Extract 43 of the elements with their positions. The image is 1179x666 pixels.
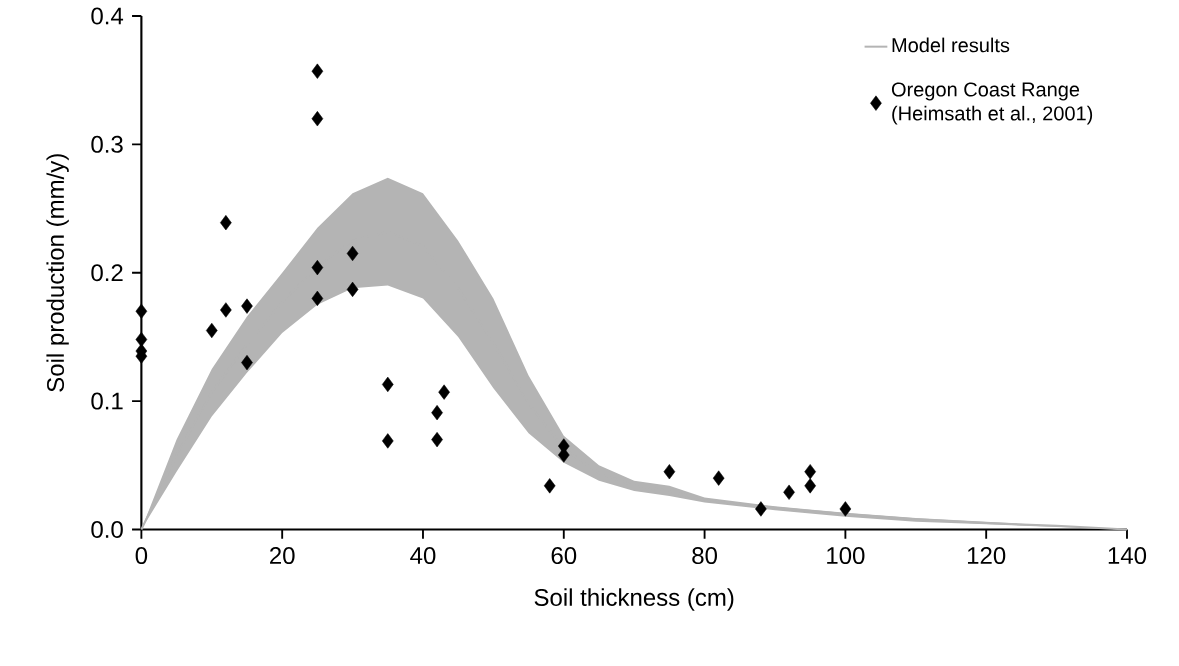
x-tick-label: 120 <box>967 547 1006 565</box>
point <box>220 215 232 231</box>
point <box>839 501 852 517</box>
point <box>755 501 767 517</box>
point <box>311 111 324 127</box>
x-axis-title: Soil thickness (cm) <box>534 588 734 611</box>
point <box>311 63 324 80</box>
x-tick-label: 40 <box>410 547 436 565</box>
point <box>206 323 218 339</box>
x-tick-label: 80 <box>692 547 717 565</box>
point <box>382 433 394 449</box>
point <box>382 377 394 393</box>
x-tick-label: 60 <box>551 547 577 565</box>
point <box>804 478 816 494</box>
x-tick-label: 100 <box>827 547 865 565</box>
y-tick-label: 0.4 <box>91 7 124 25</box>
point <box>804 464 816 480</box>
point <box>311 260 324 276</box>
point <box>346 246 359 262</box>
point <box>135 332 148 348</box>
point <box>438 384 450 400</box>
point <box>220 302 232 318</box>
legend-label: Oregon Coast Range (Heimsath et al., 2001) <box>891 82 1093 125</box>
y-axis-title: Soil production (mm/y) <box>46 154 69 392</box>
point <box>663 464 676 480</box>
point <box>783 484 795 501</box>
point <box>311 291 324 307</box>
x-tick-label: 20 <box>270 547 295 565</box>
point <box>241 355 253 371</box>
x-tick-label: 140 <box>1108 547 1147 565</box>
point <box>431 432 443 448</box>
point <box>241 298 253 314</box>
x-tick-label: 0 <box>135 547 148 565</box>
y-tick-label: 0.1 <box>91 392 123 410</box>
y-tick-label: 0.2 <box>91 264 123 282</box>
point <box>431 405 443 421</box>
point <box>543 478 556 494</box>
point <box>346 282 359 298</box>
point <box>135 303 148 320</box>
legend-label: Model results <box>892 37 1010 53</box>
y-tick-label: 0.3 <box>91 136 123 154</box>
y-tick-label: 0.0 <box>91 521 123 539</box>
point <box>712 470 725 486</box>
